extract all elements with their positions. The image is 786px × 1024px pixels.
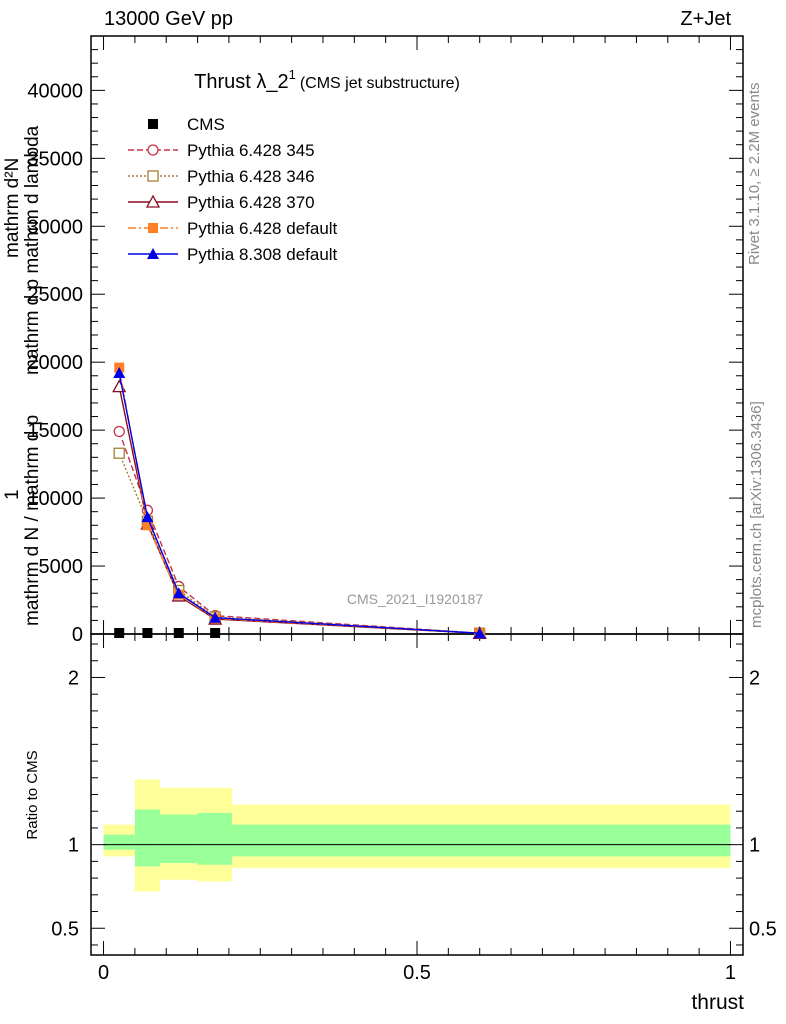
legend-label: CMS: [187, 115, 225, 134]
legend-label: Pythia 6.428 345: [187, 141, 315, 160]
y-label-numerator-1: mathrm d²N: [2, 157, 23, 258]
data-point: [142, 628, 153, 638]
plot-title-main: Thrust λ_2: [194, 71, 288, 93]
legend-marker: [147, 170, 159, 182]
y-label-numerator-2: mathrm d p mathrm d lambda: [22, 125, 43, 375]
rivet-version-label: Rivet 3.1.10, ≥ 2.2M events: [746, 82, 763, 266]
x-tick-label: 0: [98, 962, 109, 984]
legend-marker: [145, 194, 161, 208]
legend-item: Pythia 6.428 370: [128, 193, 315, 212]
data-point: [209, 611, 222, 623]
y-tick-label: 40000: [27, 80, 83, 102]
ratio-band-green: [103, 834, 135, 850]
legend-label: Pythia 8.308 default: [187, 245, 338, 264]
data-point: [142, 520, 153, 531]
y-tick-label: 10000: [27, 488, 83, 510]
series-5: [113, 367, 486, 639]
data-point: [173, 628, 184, 638]
y-tick-label: 25000: [27, 284, 83, 306]
y-label-one: 1: [2, 489, 23, 500]
y-tick-label: 0: [72, 624, 83, 646]
legend-item: Pythia 8.308 default: [128, 245, 338, 264]
legend-marker: [148, 223, 158, 233]
ratio-y-tick-label: 1: [68, 835, 79, 857]
watermark: CMS_2021_I1920187: [347, 591, 483, 607]
legend-item: Pythia 6.428 345: [128, 141, 315, 160]
ratio-band-green: [134, 809, 160, 867]
y-tick-label: 15000: [27, 420, 83, 442]
legend-marker: [147, 248, 159, 259]
legend-label: Pythia 6.428 default: [187, 219, 338, 238]
legend-marker: [148, 119, 158, 129]
main-y-axis-label: mathrm d²N mathrm d p mathrm d lambda 1 …: [0, 0, 46, 634]
legend-item: Pythia 6.428 default: [128, 219, 338, 238]
mcplots-label: mcplots.cern.ch [arXiv:1306.3436]: [748, 401, 765, 628]
plot-title-sub: (CMS jet substructure): [300, 75, 460, 92]
data-point: [113, 447, 125, 459]
legend: CMS Pythia 6.428 345 Pythia 6.428 346 Pythi…: [128, 115, 338, 264]
ratio-y-tick-label-right: 0.5: [749, 918, 777, 940]
legend-item: Pythia 6.428 346: [128, 167, 315, 186]
plot-title-sup: 1: [289, 67, 296, 82]
ratio-band-green: [159, 814, 198, 864]
x-tick-label: 1: [725, 962, 736, 984]
plot-title: Thrust λ_21 (CMS jet substructure): [194, 67, 460, 93]
data-point: [113, 425, 125, 438]
ratio-band-green: [197, 812, 233, 865]
x-axis-label: thrust: [691, 991, 744, 1014]
header-process-label: Z+Jet: [680, 8, 731, 30]
y-tick-label: 5000: [39, 556, 84, 578]
y-tick-label: 20000: [27, 352, 83, 374]
legend-label: Pythia 6.428 346: [187, 167, 315, 186]
y-tick-label: 35000: [27, 148, 83, 170]
series-2: [113, 447, 486, 639]
ratio-y-tick-label-right: 1: [749, 835, 760, 857]
legend-label: Pythia 6.428 370: [187, 193, 315, 212]
data-point: [473, 627, 486, 639]
legend-marker: [147, 144, 159, 156]
data-point: [114, 628, 125, 638]
ratio-y-tick-label: 2: [68, 667, 79, 689]
data-point: [113, 367, 126, 379]
x-tick-label: 0.5: [403, 962, 431, 984]
data-point: [141, 511, 154, 523]
ratio-band-green: [232, 824, 731, 857]
y-label-denominator: mathrm d N / mathrm d p: [22, 414, 43, 626]
header-energy-label: 13000 GeV pp: [104, 8, 233, 30]
data-point: [172, 587, 185, 599]
ratio-y-tick-label: 0.5: [51, 918, 79, 940]
ratio-y-tick-label-right: 2: [749, 667, 760, 689]
data-point: [210, 628, 221, 638]
ratio-y-label: Ratio to CMS: [24, 750, 41, 839]
y-tick-label: 30000: [27, 216, 83, 238]
legend-item: CMS: [148, 115, 225, 134]
